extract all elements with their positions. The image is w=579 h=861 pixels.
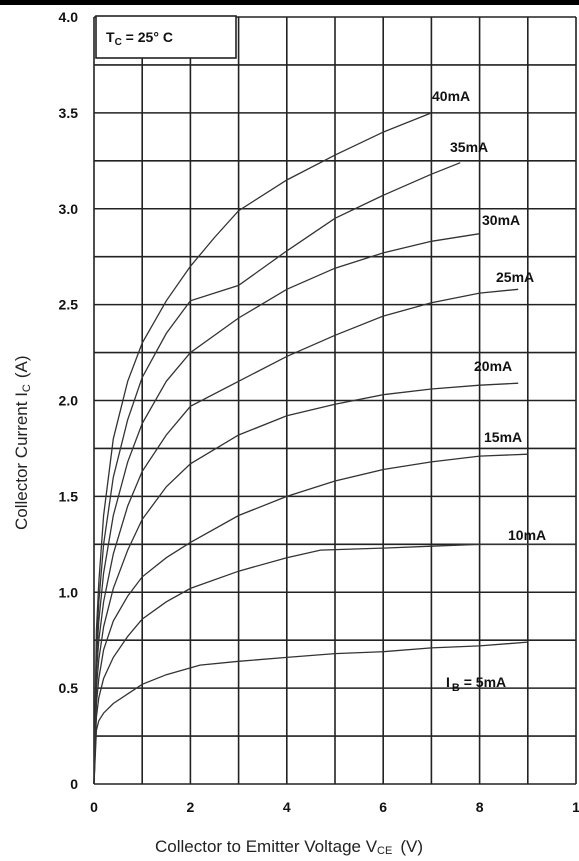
x-axis-label: Collector to Emitter Voltage VCE (V) [155, 837, 423, 857]
y-tick-label: 1.0 [59, 584, 79, 600]
x-tick-labels: 0 2 4 6 8 1 [90, 799, 579, 815]
series-line-25mA [93, 288, 519, 785]
series-line-15mA [93, 453, 528, 785]
series-line-35mA [93, 162, 461, 785]
y-tick-label: 2.0 [59, 393, 79, 409]
y-tick-label: 2.5 [59, 297, 79, 313]
y-tick-label: 0.5 [59, 680, 79, 696]
series-line-5mA [93, 641, 528, 785]
x-tick-label: 0 [90, 799, 98, 815]
y-tick-label: 1.5 [59, 488, 79, 504]
series-line-30mA [93, 233, 480, 785]
curve-label-15mA: 15mA [484, 429, 522, 445]
curve-label-35mA: 35mA [450, 139, 488, 155]
y-tick-label: 3.0 [59, 201, 79, 217]
x-tick-label: 1 [572, 799, 579, 815]
y-tick-label: 0 [70, 776, 78, 792]
y-tick-label: 3.5 [59, 105, 79, 121]
x-tick-label: 2 [187, 799, 195, 815]
x-tick-label: 6 [379, 799, 387, 815]
grid [93, 16, 577, 785]
y-tick-labels: 0 0.5 1.0 1.5 2.0 2.5 3.0 3.5 4.0 [59, 9, 79, 792]
curves [93, 112, 576, 785]
condition-label: TC = 25° C [106, 29, 173, 48]
curve-label-40mA: 40mA [432, 88, 470, 104]
series-line-40mA [93, 112, 432, 785]
curve-label-20mA: 20mA [474, 358, 512, 374]
curve-label-30mA: 30mA [482, 212, 520, 228]
series-line-20mA [93, 382, 519, 785]
x-tick-label: 8 [476, 799, 484, 815]
curve-label-10mA: 10mA [508, 527, 546, 543]
series-line-10mA [93, 543, 576, 785]
x-tick-label: 4 [283, 799, 291, 815]
y-axis-label: Collector Current IC(A) [12, 355, 33, 530]
curve-label-25mA: 25mA [496, 269, 534, 285]
y-tick-label: 4.0 [59, 9, 79, 25]
top-rule [0, 0, 579, 5]
condition-box [95, 15, 237, 59]
